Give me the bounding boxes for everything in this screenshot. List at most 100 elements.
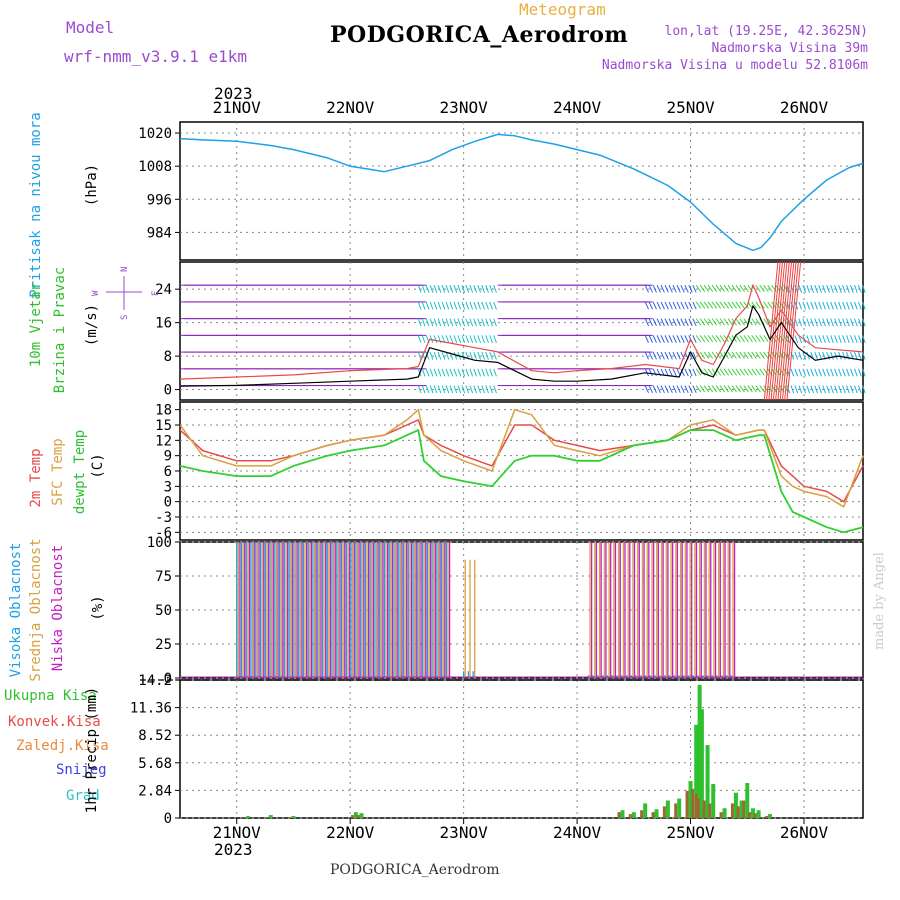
wind-barb-1234 xyxy=(784,261,799,401)
wind-barb-521 xyxy=(473,318,478,327)
wind-barb-902 xyxy=(660,301,665,310)
wind-barb-1094 xyxy=(822,385,826,394)
wind-barb-1027 xyxy=(739,318,745,326)
wind-barb-514 xyxy=(445,318,450,327)
wind-barb-1007 xyxy=(751,335,757,343)
wind-barb-1112 xyxy=(814,368,818,377)
wind-barb-931 xyxy=(723,385,730,393)
wind-barb-888 xyxy=(656,318,661,327)
wind-barb-1064 xyxy=(703,284,710,293)
wind-barb-961 xyxy=(751,368,757,376)
wind-barb-520 xyxy=(469,318,474,327)
temp-label-sfc: SFC Temp xyxy=(50,438,66,505)
precip-total-bar-3 xyxy=(353,812,358,818)
wind-barb-509 xyxy=(425,318,430,327)
wind-barb-458 xyxy=(461,368,466,377)
wind-barb-528 xyxy=(421,301,426,310)
wind-barb-950 xyxy=(707,368,714,376)
wind-barb-461 xyxy=(473,368,478,377)
precip-label-conv: Konvek.Kisa xyxy=(8,714,101,730)
wind-barb-548 xyxy=(421,285,426,293)
wind-barb-552 xyxy=(437,285,442,293)
wind-barb-1066 xyxy=(711,284,718,293)
wind-barb-1079 xyxy=(763,284,769,293)
wind-barb-515 xyxy=(449,318,454,327)
wind-barb-1199 xyxy=(842,301,846,310)
wind-barb-1018 xyxy=(703,318,710,326)
wind-barb-562 xyxy=(477,285,482,293)
model-elevation-label: Nadmorska Visina u modelu 52.8106m xyxy=(601,58,868,73)
wind-barb-467 xyxy=(417,351,422,360)
wind-barb-534 xyxy=(445,301,450,310)
wind-barb-1180 xyxy=(846,318,850,327)
temp-unit: (C) xyxy=(90,453,106,478)
pressure-label: Pritisak na nivou mora xyxy=(28,112,44,297)
wind-barb-1201 xyxy=(850,301,854,310)
wind-barb-539 xyxy=(465,301,470,310)
wind-barb-518 xyxy=(461,318,466,327)
wind-barb-890 xyxy=(664,318,669,327)
wind-barb-837 xyxy=(660,385,665,394)
precip-label-frozen: Zaledj.Kisa xyxy=(16,738,109,754)
wind-barb-1087 xyxy=(794,385,799,394)
pressure-ytick-label-3: 984 xyxy=(147,225,172,241)
wind-barb-507 xyxy=(417,318,422,327)
wind-barb-1108 xyxy=(798,368,803,377)
wind-barb-926 xyxy=(703,385,710,393)
wind-barb-1231 xyxy=(777,261,793,401)
wind-barb-491 xyxy=(433,335,438,344)
wind-barb-544 xyxy=(485,301,489,310)
wind-barb-1114 xyxy=(822,368,826,377)
wind-barb-861 xyxy=(652,351,657,360)
wind-barb-1086 xyxy=(790,385,795,394)
wind-barb-894 xyxy=(680,318,685,327)
wind-barb-1156 xyxy=(830,335,834,344)
wind-barb-1173 xyxy=(818,318,822,327)
wind-barb-878 xyxy=(668,335,673,343)
temp-ytick-label-6: 0 xyxy=(164,495,172,511)
precip-unit: 1hr Precip (mm) xyxy=(84,687,100,813)
wind-barb-440 xyxy=(469,385,474,394)
wind-gust-line xyxy=(179,284,864,380)
precip-conv-bar-20 xyxy=(742,800,746,818)
wind-barb-1150 xyxy=(806,335,811,344)
wind-barb-1043 xyxy=(711,301,718,309)
wind-barb-1120 xyxy=(846,368,850,377)
wind-barb-449 xyxy=(425,368,430,377)
wind-barb-436 xyxy=(453,385,458,394)
wind-barb-1215 xyxy=(826,285,830,293)
wind-ytick-label-2: 8 xyxy=(164,349,172,365)
temp-ytick-label-7: -3 xyxy=(155,510,172,526)
wind-barb-893 xyxy=(676,318,681,327)
wind-barb-1222 xyxy=(854,285,858,293)
wind-barb-995 xyxy=(703,335,710,343)
wind-barb-937 xyxy=(747,385,753,393)
precip-ytick-label-4: 2.84 xyxy=(138,783,172,799)
cloud-ytick-label-2: 50 xyxy=(155,603,172,619)
precip-total-bar-9 xyxy=(665,800,670,818)
precip-total-bar-4 xyxy=(359,813,364,818)
wind-barb-864 xyxy=(664,351,669,360)
wind-barb-1204 xyxy=(861,301,866,310)
wind-barb-913 xyxy=(652,284,657,293)
wind-barb-979 xyxy=(731,351,737,359)
wind-barb-1098 xyxy=(838,385,842,394)
wind-barb-454 xyxy=(445,368,450,377)
precip-conv-bar-5 xyxy=(617,812,621,818)
wind-barb-1095 xyxy=(826,385,830,394)
wind-barb-1107 xyxy=(794,368,799,377)
temp-ytick-label-0: 18 xyxy=(155,403,172,419)
precip-ytick-label-0: 14.2 xyxy=(138,673,172,689)
wind-barb-1022 xyxy=(719,318,726,326)
day-label-top-5: 26NOV xyxy=(780,98,829,117)
wind-barb-434 xyxy=(445,385,450,394)
wind-barb-460 xyxy=(469,368,474,377)
wind-barb-435 xyxy=(449,385,454,394)
wind-barb-480 xyxy=(469,351,474,360)
wind-barb-563 xyxy=(481,285,485,293)
precip-ytick-label-2: 8.52 xyxy=(138,728,172,744)
wind-barb-1171 xyxy=(810,318,815,327)
wind-barb-904 xyxy=(668,301,673,310)
wind-barb-860 xyxy=(648,351,653,360)
